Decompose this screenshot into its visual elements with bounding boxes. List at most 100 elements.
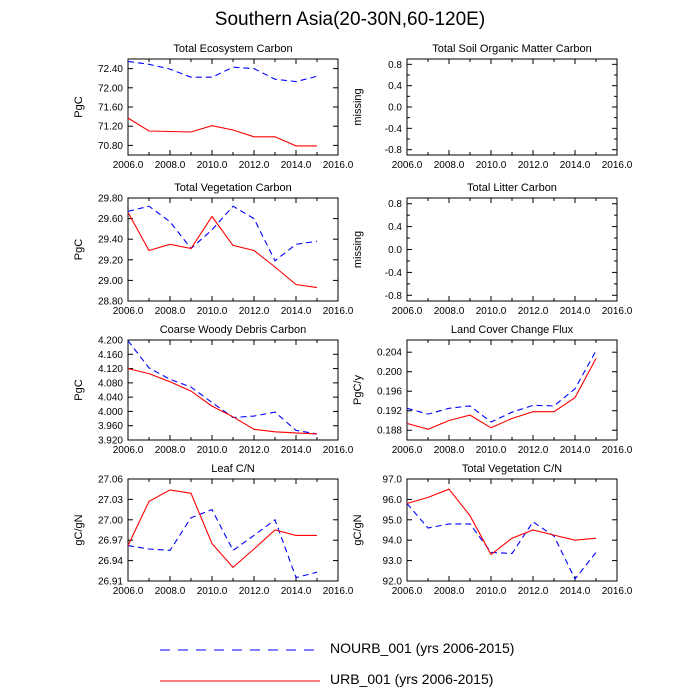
y-tick-label: 0.196 xyxy=(377,387,402,398)
chart-title: Total Ecosystem Carbon xyxy=(173,43,292,55)
y-tick-label: 3.920 xyxy=(98,436,123,447)
chart-title: Leaf C/N xyxy=(211,463,254,475)
y-tick-label: 0.8 xyxy=(388,199,402,210)
x-tick-label: 2010.0 xyxy=(197,160,228,171)
y-tick-label: 0.0 xyxy=(388,245,402,256)
y-tick-label: 0.8 xyxy=(388,60,402,71)
legend-item-urb: URB_001 (yrs 2006-2015) xyxy=(160,671,540,691)
y-tick-label: 4.160 xyxy=(98,350,123,361)
legend-line-nourb xyxy=(160,649,320,651)
y-tick-label: 93.0 xyxy=(383,556,403,567)
x-tick-label: 2010.0 xyxy=(197,306,228,317)
legend-label-nourb: NOURB_001 (yrs 2006-2015) xyxy=(330,640,515,656)
y-tick-label: 29.60 xyxy=(98,214,123,225)
y-tick-label: 29.20 xyxy=(98,255,123,266)
x-tick-label: 2006.0 xyxy=(392,586,423,597)
y-tick-label: 95.0 xyxy=(383,515,403,526)
x-tick-label: 2016.0 xyxy=(602,445,633,456)
chart-panel: Leaf C/N 2006.0 2008.0 2010.0 2012.0 2014.0 20… xyxy=(73,463,354,597)
plot-frame xyxy=(127,339,339,441)
y-tick-label: 29.00 xyxy=(98,276,123,287)
x-tick-label: 2016.0 xyxy=(602,160,633,171)
chart-title: Land Cover Change Flux xyxy=(451,324,574,336)
x-tick-label: 2006.0 xyxy=(392,160,423,171)
x-tick-label: 2012.0 xyxy=(239,306,270,317)
x-tick-label: 2010.0 xyxy=(476,306,507,317)
y-tick-label: -0.4 xyxy=(385,268,403,279)
x-tick-label: 2012.0 xyxy=(239,445,270,456)
x-tick-label: 2016.0 xyxy=(323,306,354,317)
y-tick-label: 4.120 xyxy=(98,364,123,375)
series-line-nourb xyxy=(406,503,597,581)
y-tick-label: 0.188 xyxy=(377,426,402,437)
y-tick-label: 72.00 xyxy=(98,83,123,94)
series-line-nourb xyxy=(406,350,597,423)
series-line-urb xyxy=(406,488,597,556)
x-tick-label: 2006.0 xyxy=(113,445,144,456)
legend-line-urb xyxy=(160,680,320,682)
x-tick-label: 2010.0 xyxy=(197,445,228,456)
legend-item-nourb: NOURB_001 (yrs 2006-2015) xyxy=(160,640,540,660)
chart-title: Total Soil Organic Matter Carbon xyxy=(432,43,592,55)
chart-title: Total Vegetation C/N xyxy=(462,463,562,475)
y-axis-label: PgC xyxy=(73,239,85,260)
series-line-nourb xyxy=(127,60,318,83)
x-tick-label: 2016.0 xyxy=(323,586,354,597)
x-tick-label: 2006.0 xyxy=(392,306,423,317)
y-tick-label: 26.91 xyxy=(98,577,123,588)
y-tick-label: 72.40 xyxy=(98,64,123,75)
x-tick-label: 2012.0 xyxy=(518,160,549,171)
y-tick-label: 0.4 xyxy=(388,222,402,233)
y-tick-label: 4.080 xyxy=(98,378,123,389)
y-axis-label: PgC xyxy=(73,96,85,117)
x-tick-label: 2016.0 xyxy=(602,306,633,317)
series-line-urb xyxy=(127,117,317,147)
x-tick-label: 2016.0 xyxy=(323,445,354,456)
x-tick-label: 2008.0 xyxy=(155,306,186,317)
y-tick-label: 4.200 xyxy=(98,336,123,347)
x-tick-label: 2012.0 xyxy=(239,160,270,171)
x-tick-label: 2010.0 xyxy=(197,586,228,597)
y-axis-label: missing xyxy=(352,88,364,125)
x-tick-label: 2008.0 xyxy=(434,445,465,456)
x-tick-label: 2016.0 xyxy=(602,586,633,597)
y-tick-label: 70.80 xyxy=(98,141,123,152)
x-tick-label: 2006.0 xyxy=(113,586,144,597)
x-tick-label: 2008.0 xyxy=(434,586,465,597)
y-tick-label: 0.204 xyxy=(377,348,402,359)
page-title: Southern Asia(20-30N,60-120E) xyxy=(214,9,486,30)
chart-panel: Land Cover Change Flux 2006.0 2008.0 2010.0… xyxy=(352,324,633,456)
x-tick-label: 2008.0 xyxy=(434,160,465,171)
y-tick-label: 26.97 xyxy=(98,536,123,547)
series-line-nourb xyxy=(127,205,318,262)
chart-title: Total Litter Carbon xyxy=(467,182,557,194)
x-tick-label: 2014.0 xyxy=(281,445,312,456)
x-tick-label: 2010.0 xyxy=(476,586,507,597)
y-tick-label: 0.4 xyxy=(388,81,402,92)
chart-panel: Total Soil Organic Matter Carbon 2006.0 20… xyxy=(352,43,633,171)
y-axis-label: gC/gN xyxy=(352,514,364,545)
series-line-urb xyxy=(127,368,318,435)
series-line-nourb xyxy=(127,508,318,579)
plot-frame xyxy=(406,478,618,582)
x-tick-label: 2014.0 xyxy=(560,445,591,456)
x-tick-label: 2014.0 xyxy=(281,586,312,597)
y-axis-label: PgC xyxy=(73,379,85,400)
x-tick-label: 2016.0 xyxy=(323,160,354,171)
y-tick-label: 94.0 xyxy=(383,536,403,547)
x-tick-label: 2008.0 xyxy=(155,586,186,597)
x-tick-label: 2006.0 xyxy=(392,445,423,456)
x-tick-label: 2008.0 xyxy=(434,306,465,317)
chart-title: Total Vegetation Carbon xyxy=(174,182,291,194)
y-tick-label: 92.0 xyxy=(383,577,403,588)
y-tick-label: 4.000 xyxy=(98,407,123,418)
x-tick-label: 2012.0 xyxy=(239,586,270,597)
y-tick-label: -0.8 xyxy=(385,145,403,156)
plot-frame xyxy=(127,478,339,582)
series-line-urb xyxy=(127,489,317,569)
y-tick-label: 27.06 xyxy=(98,475,123,486)
chart-panel: Total Litter Carbon 2006.0 2008.0 2010.0 201… xyxy=(352,182,633,317)
x-tick-label: 2008.0 xyxy=(155,160,186,171)
y-tick-label: 71.60 xyxy=(98,103,123,114)
y-axis-label: gC/gN xyxy=(73,514,85,545)
